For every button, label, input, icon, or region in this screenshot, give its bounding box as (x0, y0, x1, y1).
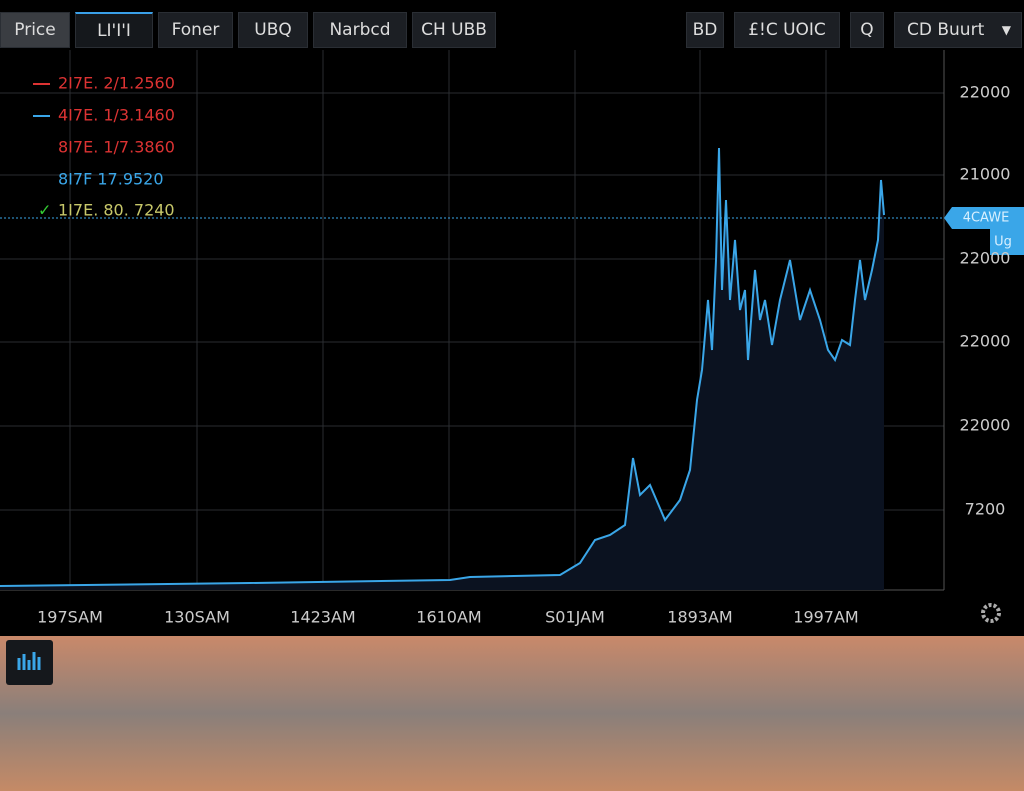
price-line (0, 147, 885, 587)
settings-icon (981, 603, 1001, 623)
tab[interactable]: Narbcd (313, 12, 407, 48)
dropdown-arrow: ▼ (1001, 23, 1011, 37)
tab[interactable]: LI'I'I (75, 12, 153, 48)
app-icon-bars (17, 652, 41, 670)
x-tick-label: 1423AM (290, 608, 355, 627)
tab[interactable]: CH UBB (412, 12, 496, 48)
button[interactable]: BD (686, 12, 724, 48)
x-tick-label: 1893AM (667, 608, 732, 627)
dropdown-label: CD Buurt (907, 20, 985, 40)
x-tick-label: 197SAM (37, 608, 103, 627)
legend-label: 2I7E. 2/1.2560 (58, 74, 175, 93)
grid (0, 50, 944, 590)
x-tick-label: 1610AM (416, 608, 481, 627)
x-tick-label: 1997AM (793, 608, 858, 627)
y-tick-label: 22000 (960, 332, 1011, 351)
tab[interactable]: UBQ (238, 12, 308, 48)
y-tick-label: 22000 (960, 83, 1011, 102)
x-axis: 197SAM 130SAM 1423AM 1610AM S01JAM 1893A… (37, 608, 859, 627)
y-tick-label: 7200 (965, 500, 1006, 519)
tab[interactable]: Price (0, 12, 70, 48)
price-tag-text: 4CAWE (963, 211, 1010, 226)
x-tick-label: S01JAM (545, 608, 605, 627)
x-tick-label: 130SAM (164, 608, 230, 627)
y-tick-label: 22000 (960, 416, 1011, 435)
price-tag-text: Ug (994, 235, 1012, 250)
y-tick-label: 21000 (960, 165, 1011, 184)
background-image (0, 636, 1024, 791)
price-tag (944, 207, 1024, 255)
icon-button[interactable]: Q (850, 12, 884, 48)
legend: 2I7E. 2/1.2560 4I7E. 1/3.1460 8I7E. 1/7.… (33, 74, 175, 220)
legend-check: ✓ (38, 201, 51, 220)
legend-label: 4I7E. 1/3.1460 (58, 106, 175, 125)
button[interactable]: £!C UOIC (734, 12, 840, 48)
price-area (0, 148, 884, 590)
legend-label: 8I7F 17.9520 (58, 170, 164, 189)
y-tick-label: 22000 (960, 249, 1011, 268)
tab[interactable]: Foner (158, 12, 233, 48)
legend-label: 1I7E. 80. 7240 (58, 201, 175, 220)
dropdown[interactable]: CD Buurt ▼ (894, 12, 1022, 48)
app-icon (6, 640, 53, 685)
y-axis: 22000 21000 22000 22000 22000 7200 (960, 83, 1011, 519)
legend-label: 8I7E. 1/7.3860 (58, 138, 175, 157)
